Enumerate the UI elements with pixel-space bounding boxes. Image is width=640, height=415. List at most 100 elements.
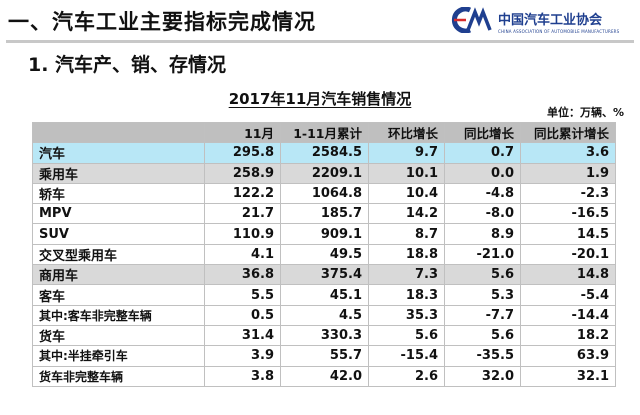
table-row: SUV 110.9 909.1 8.7 8.9 14.5 [32, 223, 616, 245]
table-cell: 14.5 [520, 223, 616, 245]
sales-table: 11月 1-11月累计 环比增长 同比增长 同比累计增长 汽车 295.8 2584… [32, 121, 616, 387]
column-header: 1-11月累计 [280, 121, 369, 144]
table-row: 其中:客车非完整车辆 0.5 4.5 35.3 -7.7 -14.4 [32, 304, 616, 326]
row-label: 货车非完整车辆 [32, 365, 205, 387]
table-row: 轿车 122.2 1064.8 10.4 -4.8 -2.3 [32, 182, 616, 205]
table-cell: -7.7 [444, 304, 521, 326]
row-label: 其中:半挂牵引车 [32, 345, 205, 367]
table-cell: 18.3 [368, 284, 445, 306]
table-cell: 31.4 [204, 324, 281, 347]
table-cell: 3.6 [520, 142, 616, 164]
table-cell: 5.3 [444, 284, 521, 306]
table-cell: 5.6 [368, 324, 445, 347]
table-cell: 0.5 [204, 304, 281, 326]
association-logo-icon [451, 7, 492, 33]
table-row: 客车 5.5 45.1 18.3 5.3 -5.4 [32, 284, 616, 306]
table-cell: 42.0 [280, 365, 369, 387]
table-cell: 36.8 [204, 264, 281, 286]
row-label: 货车 [32, 324, 205, 347]
table-row: 汽车 295.8 2584.5 9.7 0.7 3.6 [32, 142, 616, 164]
table-cell: 1.9 [520, 162, 616, 184]
association-english-name: CHINA ASSOCIATION OF AUTOMOBILE MANUFACT… [498, 29, 620, 34]
row-label: MPV [32, 203, 205, 225]
table-row: 货车 31.4 330.3 5.6 5.6 18.2 [32, 324, 616, 347]
table-cell: 4.5 [280, 304, 369, 326]
table-cell: 10.4 [368, 182, 445, 205]
table-cell: 5.5 [204, 284, 281, 306]
table-header-row: 11月 1-11月累计 环比增长 同比增长 同比累计增长 [32, 121, 616, 144]
table-cell: -20.1 [520, 243, 616, 266]
table-cell: 1064.8 [280, 182, 369, 205]
column-header: 同比累计增长 [520, 121, 616, 144]
table-cell: -14.4 [520, 304, 616, 326]
table-cell: 122.2 [204, 182, 281, 205]
table-cell: 10.1 [368, 162, 445, 184]
table-cell: 14.2 [368, 203, 445, 225]
row-label: 汽车 [32, 142, 205, 164]
table-cell: 3.9 [204, 345, 281, 367]
table-cell: 5.6 [444, 264, 521, 286]
column-header: 同比增长 [444, 121, 521, 144]
table-cell: -21.0 [444, 243, 521, 266]
unit-note: 单位：万辆、% [546, 106, 624, 119]
table-cell: 32.0 [444, 365, 521, 387]
table-cell: 55.7 [280, 345, 369, 367]
table-cell: 0.0 [444, 162, 521, 184]
row-label: 客车 [32, 284, 205, 306]
column-header: 环比增长 [368, 121, 445, 144]
row-label: 交叉型乘用车 [32, 243, 205, 266]
table-row: 商用车 36.8 375.4 7.3 5.6 14.8 [32, 264, 616, 286]
table-row: 乘用车 258.9 2209.1 10.1 0.0 1.9 [32, 162, 616, 184]
section-heading: 1. 汽车产、销、存情况 [28, 54, 227, 76]
table-cell: -16.5 [520, 203, 616, 225]
table-cell: 3.8 [204, 365, 281, 387]
row-label: 轿车 [32, 182, 205, 205]
table-cell: 2584.5 [280, 142, 369, 164]
column-header [32, 121, 205, 144]
table-body: 汽车 295.8 2584.5 9.7 0.7 3.6 乘用车 258.9 2209.1 10.1… [32, 142, 616, 387]
row-label: 商用车 [32, 264, 205, 286]
table-cell: 258.9 [204, 162, 281, 184]
table-cell: 0.7 [444, 142, 521, 164]
table-cell: 4.1 [204, 243, 281, 266]
table-cell: 32.1 [520, 365, 616, 387]
table-cell: 49.5 [280, 243, 369, 266]
table-cell: 45.1 [280, 284, 369, 306]
table-cell: 330.3 [280, 324, 369, 347]
table-row: 货车非完整车辆 3.8 42.0 2.6 32.0 32.1 [32, 365, 616, 387]
table-cell: 110.9 [204, 223, 281, 245]
table-cell: 2.6 [368, 365, 445, 387]
table-cell: 5.6 [444, 324, 521, 347]
table-cell: 8.7 [368, 223, 445, 245]
row-label: 其中:客车非完整车辆 [32, 304, 205, 326]
table-cell: 18.8 [368, 243, 445, 266]
table-cell: -5.4 [520, 284, 616, 306]
table-cell: -2.3 [520, 182, 616, 205]
table-cell: 8.9 [444, 223, 521, 245]
association-name: 中国汽车工业协会 [498, 13, 603, 28]
table-cell: 35.3 [368, 304, 445, 326]
row-label: 乘用车 [32, 162, 205, 184]
table-cell: -4.8 [444, 182, 521, 205]
association-logo: 中国汽车工业协会 CHINA ASSOCIATION OF AUTOMOBILE… [448, 5, 634, 41]
table-cell: 63.9 [520, 345, 616, 367]
table-cell: 909.1 [280, 223, 369, 245]
header-divider [6, 40, 634, 43]
table-cell: 18.2 [520, 324, 616, 347]
table-title: 2017年11月汽车销售情况 [0, 88, 640, 109]
table-cell: -35.5 [444, 345, 521, 367]
table-cell: 295.8 [204, 142, 281, 164]
table-cell: 21.7 [204, 203, 281, 225]
table-cell: 9.7 [368, 142, 445, 164]
table-row: 交叉型乘用车 4.1 49.5 18.8 -21.0 -20.1 [32, 243, 616, 266]
table-cell: 185.7 [280, 203, 369, 225]
row-label: SUV [32, 223, 205, 245]
table-cell: -15.4 [368, 345, 445, 367]
slide-heading: 一、汽车工业主要指标完成情况 [8, 10, 316, 34]
table-row: MPV 21.7 185.7 14.2 -8.0 -16.5 [32, 203, 616, 225]
table-cell: 7.3 [368, 264, 445, 286]
table-title-text: 2017年11月汽车销售情况 [228, 90, 412, 108]
table-row: 其中:半挂牵引车 3.9 55.7 -15.4 -35.5 63.9 [32, 345, 616, 367]
column-header: 11月 [204, 121, 281, 144]
table-cell: 2209.1 [280, 162, 369, 184]
